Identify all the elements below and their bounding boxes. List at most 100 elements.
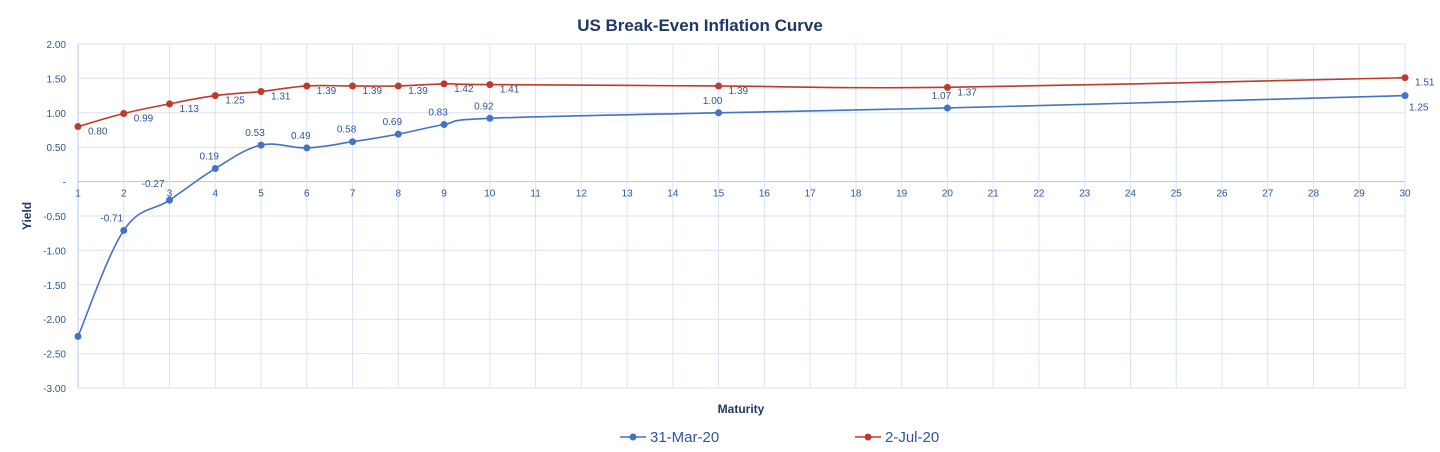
legend-marker xyxy=(629,433,637,441)
data-label: 1.25 xyxy=(1409,103,1429,114)
data-label: 1.31 xyxy=(271,91,291,102)
legend-marker xyxy=(864,433,872,441)
data-point xyxy=(349,138,357,146)
data-point xyxy=(303,144,311,152)
data-point xyxy=(303,82,311,90)
chart-title: US Break-Even Inflation Curve xyxy=(577,16,823,35)
y-tick-label: -1.50 xyxy=(43,281,66,292)
data-label: 1.41 xyxy=(500,85,520,96)
x-tick-label: 21 xyxy=(988,189,1000,200)
data-point xyxy=(943,83,951,91)
x-tick-label: 3 xyxy=(167,189,173,200)
data-label: 0.83 xyxy=(428,107,448,118)
data-point xyxy=(715,109,723,117)
data-point xyxy=(1401,74,1409,82)
x-tick-label: 9 xyxy=(441,189,447,200)
data-point xyxy=(440,80,448,88)
data-point xyxy=(166,196,174,204)
y-tick-label: 1.00 xyxy=(47,109,67,120)
data-label: 1.42 xyxy=(454,84,474,95)
x-tick-label: 26 xyxy=(1216,189,1228,200)
data-point xyxy=(943,104,951,112)
data-point xyxy=(715,82,723,90)
data-label: 1.25 xyxy=(225,96,245,107)
y-axis: 2.00 1.50 1.00 0.50 - -0.50 -1.00 -1.50 -2.00 -2.… xyxy=(43,40,66,395)
data-label: 0.99 xyxy=(134,113,154,124)
data-label: -0.27 xyxy=(142,179,165,190)
y-tick-label: -2.00 xyxy=(43,315,66,326)
data-label: 1.51 xyxy=(1415,78,1435,89)
x-tick-label: 12 xyxy=(576,189,588,200)
x-tick-label: 24 xyxy=(1125,189,1137,200)
data-point xyxy=(486,81,494,89)
data-point xyxy=(257,87,265,95)
grid xyxy=(77,43,1406,389)
x-tick-label: 6 xyxy=(304,189,310,200)
data-point xyxy=(349,82,357,90)
y-tick-label: -3.00 xyxy=(43,384,66,395)
data-label: 0.53 xyxy=(245,128,265,139)
data-point xyxy=(394,82,402,90)
data-label: 0.58 xyxy=(337,125,357,136)
x-tick-label: 30 xyxy=(1399,189,1411,200)
x-tick-label: 5 xyxy=(258,189,264,200)
legend-label: 31-Mar-20 xyxy=(650,429,719,446)
data-label: 0.49 xyxy=(291,131,311,142)
data-point xyxy=(74,123,82,131)
x-tick-label: 11 xyxy=(530,189,541,200)
data-label: 1.39 xyxy=(729,86,749,97)
data-label: 0.69 xyxy=(383,117,403,128)
data-point xyxy=(166,100,174,108)
x-tick-label: 27 xyxy=(1262,189,1274,200)
y-tick-label: 0.50 xyxy=(47,143,67,154)
y-tick-label: 1.50 xyxy=(47,74,67,85)
data-label: 0.19 xyxy=(200,152,220,163)
x-tick-label: 15 xyxy=(713,189,725,200)
data-label: 1.00 xyxy=(703,96,723,107)
y-tick-label: -0.50 xyxy=(43,212,66,223)
data-point xyxy=(211,165,219,173)
series-line xyxy=(77,94,1406,337)
data-point xyxy=(120,109,128,117)
x-axis-title: Maturity xyxy=(718,402,765,416)
x-tick-label: 1 xyxy=(75,189,81,200)
y-axis-title: Yield xyxy=(20,202,34,230)
data-label: 0.80 xyxy=(88,127,108,138)
y-tick-label: 2.00 xyxy=(47,40,67,51)
legend: 31-Mar-20 2-Jul-20 xyxy=(620,429,939,446)
x-tick-label: 16 xyxy=(759,189,771,200)
x-tick-label: 29 xyxy=(1354,189,1366,200)
data-label: 1.07 xyxy=(932,91,952,102)
x-tick-label: 8 xyxy=(396,189,402,200)
data-label: -0.71 xyxy=(100,213,123,224)
x-tick-label: 4 xyxy=(212,189,218,200)
x-tick-label: 17 xyxy=(805,189,817,200)
data-point xyxy=(440,120,448,128)
data-point xyxy=(211,92,219,100)
x-tick-label: 13 xyxy=(622,189,634,200)
data-point xyxy=(120,226,128,234)
data-point xyxy=(257,141,265,149)
x-tick-label: 25 xyxy=(1171,189,1183,200)
series-group: -0.71-0.270.190.53 0.490.580.690.830.921.… xyxy=(74,74,1435,340)
data-label: 1.39 xyxy=(408,86,428,97)
x-tick-label: 23 xyxy=(1079,189,1091,200)
y-tick-label: -2.50 xyxy=(43,350,66,361)
x-tick-label: 2 xyxy=(121,189,127,200)
x-tick-label: 10 xyxy=(484,189,496,200)
data-point xyxy=(394,130,402,138)
y-tick-label: -1.00 xyxy=(43,246,66,257)
x-tick-label: 19 xyxy=(896,189,908,200)
x-axis: 1 2 3 4 5 6 7 8 9 10 11 12 13 14 15 16 17 18 19 20 21 22 23 24 2… xyxy=(75,189,1411,200)
data-label: 1.39 xyxy=(317,86,337,97)
data-label: 1.13 xyxy=(180,104,200,115)
data-label: 0.92 xyxy=(474,101,494,112)
x-tick-label: 18 xyxy=(850,189,862,200)
x-tick-label: 22 xyxy=(1033,189,1045,200)
x-tick-label: 28 xyxy=(1308,189,1320,200)
legend-label: 2-Jul-20 xyxy=(885,429,939,446)
y-tick-label: - xyxy=(63,178,66,189)
data-point xyxy=(1401,92,1409,100)
data-point xyxy=(486,114,494,122)
